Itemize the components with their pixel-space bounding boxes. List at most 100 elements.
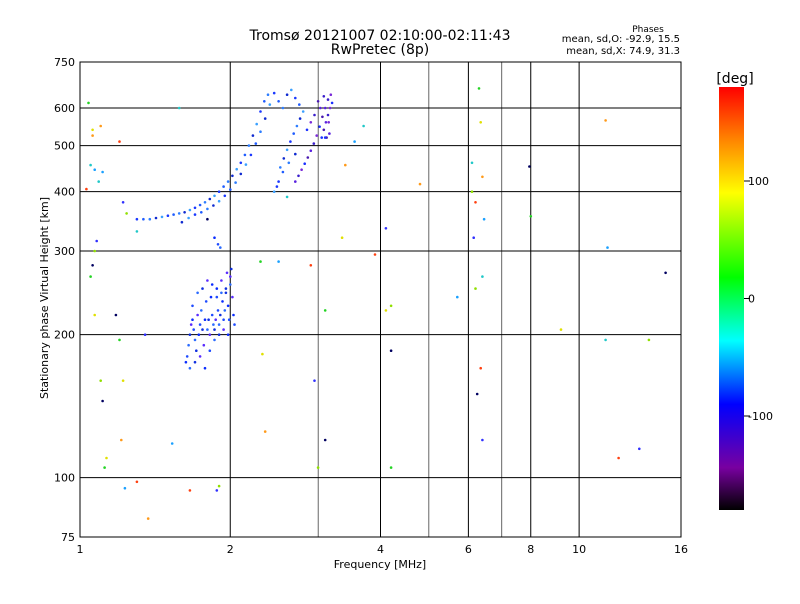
echo-point <box>323 309 327 312</box>
echo-point <box>272 91 276 95</box>
echo-point <box>208 333 212 337</box>
echo-point <box>239 172 243 176</box>
echo-point <box>189 323 193 326</box>
echo-point <box>223 309 227 312</box>
echo-point <box>309 264 313 267</box>
echo-point <box>221 300 224 303</box>
echo-point <box>312 142 316 145</box>
echo-point <box>214 318 217 322</box>
echo-point <box>281 170 285 174</box>
echo-point <box>206 207 209 211</box>
echo-point <box>229 283 232 286</box>
echo-point <box>272 190 276 193</box>
echo-point <box>281 106 285 110</box>
echo-point <box>114 313 118 317</box>
echo-point <box>259 260 262 263</box>
echo-point <box>225 271 229 275</box>
echo-point <box>89 163 92 167</box>
echo-point <box>229 188 232 191</box>
echo-point <box>185 355 189 358</box>
x-tick-label: 10 <box>572 543 586 556</box>
echo-point <box>285 93 289 96</box>
echo-point <box>201 287 204 290</box>
echo-point <box>313 379 316 383</box>
echo-point <box>103 466 106 469</box>
echo-point <box>481 175 484 179</box>
data-points <box>85 87 667 520</box>
echo-point <box>300 168 303 171</box>
echo-point <box>606 246 609 249</box>
echo-point <box>172 213 175 216</box>
echo-point <box>91 264 94 267</box>
echo-point <box>263 430 267 433</box>
echo-point <box>328 106 332 110</box>
y-tick-label: 750 <box>54 56 75 69</box>
echo-point <box>261 352 264 356</box>
echo-point <box>187 343 190 347</box>
x-axis-ticks: 1 2 4 6 8 10 16 <box>77 543 689 556</box>
echo-point <box>384 309 388 312</box>
echo-point <box>193 360 197 364</box>
echo-point <box>243 153 247 157</box>
echo-point <box>123 486 127 490</box>
echo-point <box>209 295 213 299</box>
echo-point <box>216 243 220 246</box>
echo-point <box>329 93 333 96</box>
echo-point <box>259 130 262 133</box>
echo-point <box>192 328 195 331</box>
echo-point <box>470 190 474 193</box>
echo-point <box>305 128 309 132</box>
echo-point <box>298 117 302 120</box>
echo-point <box>617 456 620 460</box>
echo-point <box>99 379 102 383</box>
echo-point <box>316 466 320 469</box>
echo-point <box>456 295 459 299</box>
echo-point <box>215 489 219 492</box>
echo-point <box>285 195 289 199</box>
echo-point <box>142 217 145 221</box>
echo-point <box>208 197 212 201</box>
echo-point <box>255 122 258 126</box>
x-tick-label: 4 <box>377 543 384 556</box>
echo-point <box>290 88 293 92</box>
echo-point <box>226 180 230 183</box>
echo-point <box>481 438 484 442</box>
echo-point <box>223 194 227 198</box>
echo-point <box>328 132 331 135</box>
echo-point <box>154 216 158 220</box>
echo-point <box>208 349 212 353</box>
y-tick-label: 75 <box>61 531 75 544</box>
x-axis-label: Frequency [MHz] <box>334 558 426 571</box>
echo-point <box>118 338 121 342</box>
echo-point <box>198 203 202 207</box>
echo-point <box>647 338 651 342</box>
echo-point <box>188 208 192 212</box>
echo-point <box>148 217 152 221</box>
echo-point <box>315 134 319 137</box>
colorbar-label: [deg] <box>716 71 753 87</box>
echo-point <box>247 144 251 147</box>
echo-point <box>235 167 238 171</box>
echo-point <box>226 333 230 337</box>
echo-point <box>210 313 214 317</box>
echo-point <box>220 291 223 295</box>
echo-point <box>213 328 216 331</box>
echo-point <box>200 211 203 214</box>
echo-point <box>324 121 328 124</box>
echo-point <box>604 119 607 122</box>
echo-point <box>475 392 479 396</box>
echo-point <box>99 124 102 128</box>
echo-point <box>275 185 279 188</box>
y-tick-label: 600 <box>54 102 75 115</box>
y-tick-label: 400 <box>54 186 75 199</box>
echo-point <box>217 484 221 488</box>
echo-point <box>254 142 258 145</box>
echo-point <box>203 318 207 322</box>
echo-point <box>323 136 327 139</box>
echo-point <box>323 106 327 110</box>
plot-frame <box>79 61 682 538</box>
echo-point <box>326 98 330 101</box>
echo-point <box>203 201 207 204</box>
echo-point <box>362 124 365 128</box>
echo-point <box>170 442 174 445</box>
